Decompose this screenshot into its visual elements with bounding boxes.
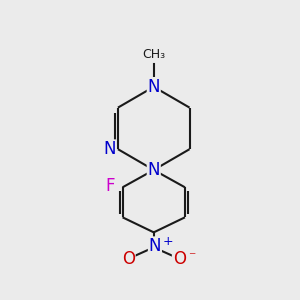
Text: O: O	[173, 250, 186, 268]
Text: CH₃: CH₃	[142, 48, 165, 62]
Text: F: F	[105, 177, 115, 195]
Text: +: +	[163, 235, 173, 248]
Text: ⁻: ⁻	[188, 250, 195, 264]
Text: O: O	[122, 250, 135, 268]
Text: N: N	[103, 140, 116, 158]
Text: N: N	[149, 237, 161, 255]
Text: N: N	[148, 78, 160, 96]
Text: N: N	[148, 161, 160, 179]
